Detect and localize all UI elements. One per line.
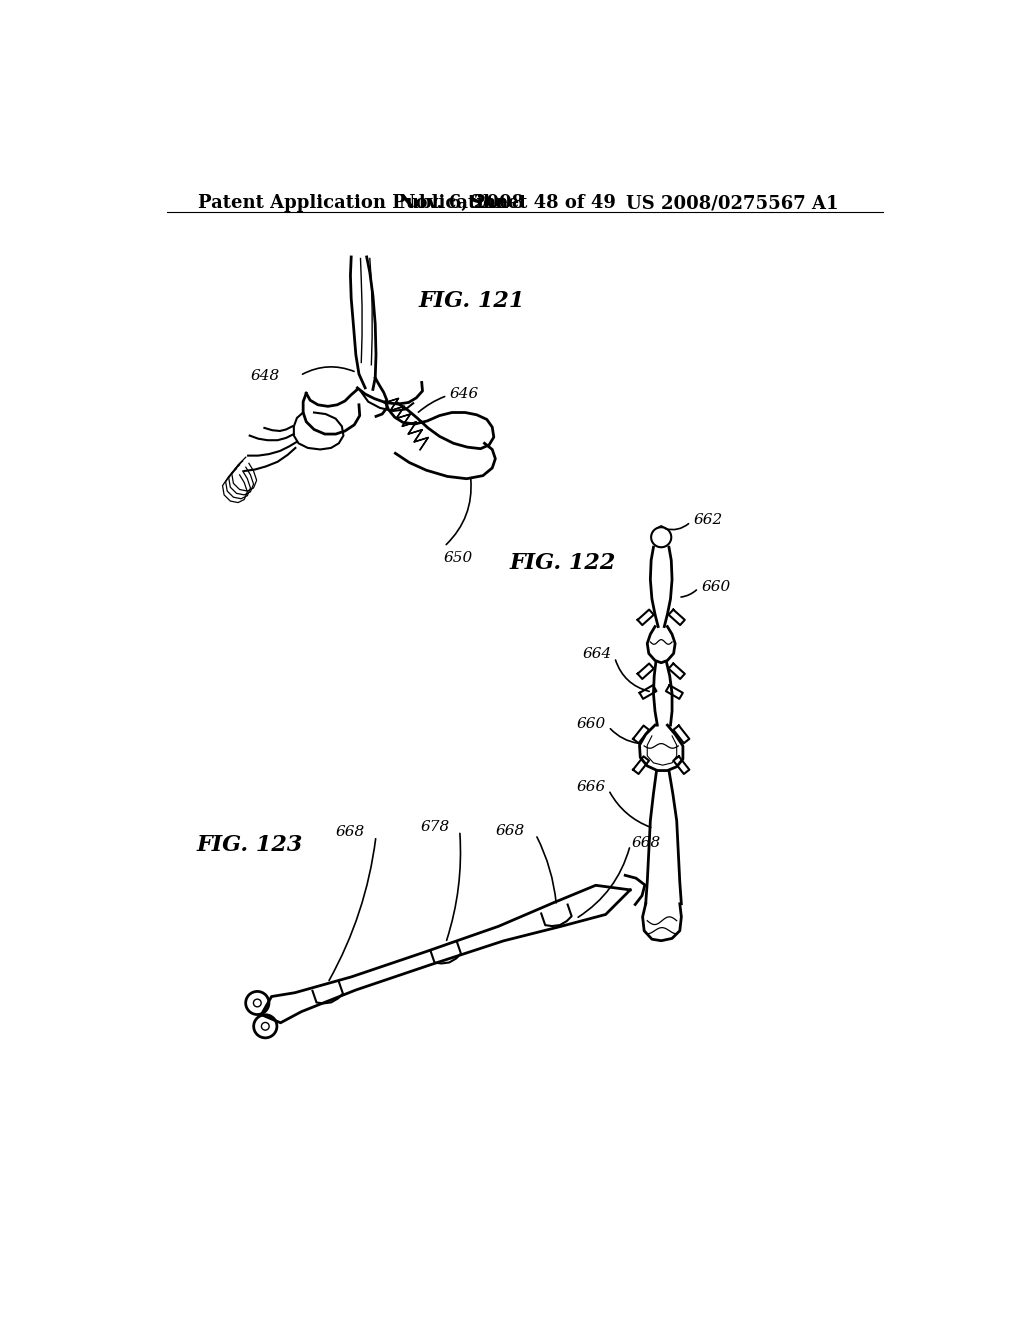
- Text: 668: 668: [632, 836, 662, 850]
- Text: Patent Application Publication: Patent Application Publication: [198, 194, 508, 213]
- Polygon shape: [390, 407, 404, 411]
- Text: FIG. 122: FIG. 122: [509, 552, 615, 574]
- Text: 648: 648: [251, 370, 280, 383]
- Text: 678: 678: [421, 820, 450, 834]
- Text: 660: 660: [577, 717, 605, 731]
- Text: 646: 646: [450, 387, 479, 401]
- Text: 668: 668: [496, 824, 524, 838]
- Polygon shape: [402, 414, 411, 426]
- Polygon shape: [396, 407, 404, 418]
- Polygon shape: [390, 399, 398, 411]
- Text: FIG. 123: FIG. 123: [197, 834, 302, 857]
- Polygon shape: [420, 437, 428, 450]
- Text: 660: 660: [701, 579, 731, 594]
- Polygon shape: [409, 422, 417, 434]
- Polygon shape: [396, 414, 411, 418]
- Text: 664: 664: [583, 647, 611, 661]
- Text: 650: 650: [443, 552, 473, 565]
- Polygon shape: [414, 430, 422, 442]
- Polygon shape: [409, 430, 422, 434]
- Text: US 2008/0275567 A1: US 2008/0275567 A1: [627, 194, 839, 213]
- Text: FIG. 121: FIG. 121: [419, 290, 525, 312]
- Text: 662: 662: [693, 513, 723, 527]
- Text: Sheet 48 of 49: Sheet 48 of 49: [470, 194, 615, 213]
- Polygon shape: [414, 437, 428, 442]
- Text: 666: 666: [577, 780, 605, 795]
- Polygon shape: [402, 422, 417, 426]
- Text: 668: 668: [335, 825, 365, 840]
- Text: Nov. 6, 2008: Nov. 6, 2008: [398, 194, 524, 213]
- Polygon shape: [384, 399, 398, 403]
